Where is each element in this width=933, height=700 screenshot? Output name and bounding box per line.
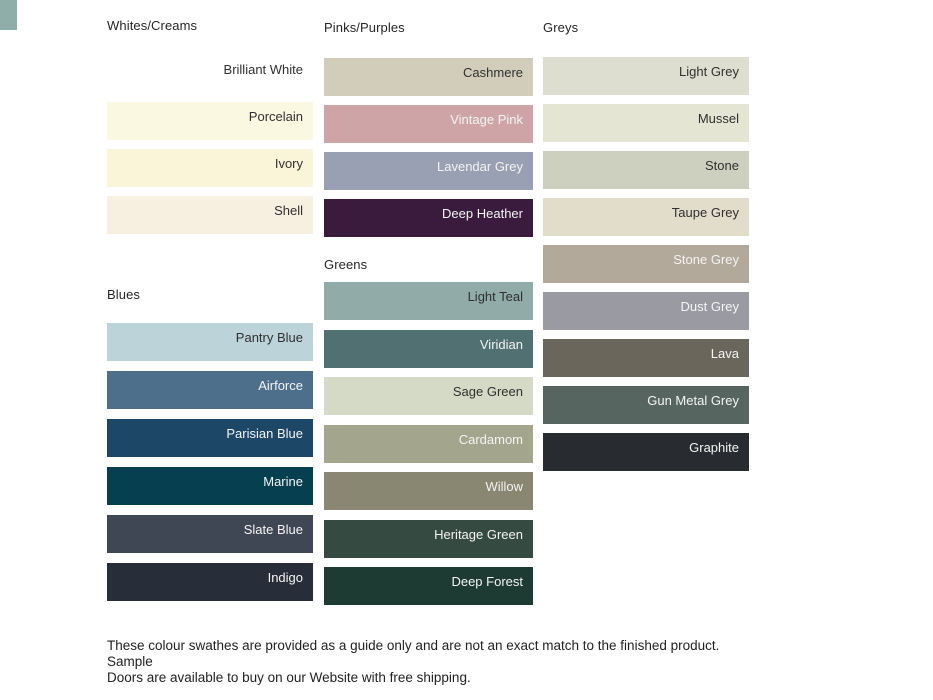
swatch-label: Graphite	[689, 440, 739, 455]
section-title-pinks-purples: Pinks/Purples	[324, 20, 405, 35]
swatch-stone-grey: Stone Grey	[543, 245, 749, 283]
swatch-pantry-blue: Pantry Blue	[107, 323, 313, 361]
swatch-heritage-green: Heritage Green	[324, 519, 533, 558]
swatch-label: Willow	[485, 479, 523, 494]
swatch-label: Cashmere	[463, 65, 523, 80]
swatch-graphite: Graphite	[543, 433, 749, 471]
swatch-lavendar-grey: Lavendar Grey	[324, 152, 533, 190]
swatch-label: Porcelain	[248, 109, 303, 124]
section-greys: Greys Light Grey Mussel Stone Taupe Grey Ston…	[543, 21, 749, 471]
swatch-label: Airforce	[258, 378, 303, 393]
disclaimer-line-1: These colour swathes are provided as a g…	[107, 638, 727, 669]
swatch-mussel: Mussel	[543, 104, 749, 142]
swatch-label: Viridian	[479, 336, 523, 352]
swatch-ivory: Ivory	[107, 149, 313, 187]
disclaimer-text: These colour swathes are provided as a g…	[107, 638, 772, 686]
swatch-vintage-pink: Vintage Pink	[324, 105, 533, 143]
disclaimer-line-2: Doors are available to buy on our Websit…	[107, 670, 471, 685]
swatch-sage-green: Sage Green	[324, 377, 533, 415]
swatch-label: Slate Blue	[243, 522, 303, 537]
swatch-label: Deep Forest	[451, 574, 523, 589]
swatch-light-grey: Light Grey	[543, 57, 749, 95]
swatch-dust-grey: Dust Grey	[543, 292, 749, 330]
swatch-lava: Lava	[543, 339, 749, 377]
swatch-taupe-grey: Taupe Grey	[543, 198, 749, 236]
swatch-cashmere: Cashmere	[324, 58, 533, 96]
swatch-marine: Marine	[107, 467, 313, 505]
swatch-label: Deep Heather	[442, 206, 523, 221]
swatch-light-teal: Light Teal	[324, 282, 533, 320]
column-pinks-greens: Pinks/Purples Cashmere Vintage Pink Lavenda…	[324, 0, 533, 615]
swatch-deep-heather: Deep Heather	[324, 199, 533, 237]
swatch-slate-blue: Slate Blue	[107, 515, 313, 553]
swatch-label: Cardamom	[458, 431, 523, 447]
swatch-label: Mussel	[697, 111, 739, 126]
section-title-greens: Greens	[324, 257, 368, 272]
section-greens: Greens Light Teal Viridian Sage Green Cardam…	[324, 258, 533, 605]
swatch-shell: Shell	[107, 196, 313, 234]
swatch-label: Heritage Green	[434, 526, 523, 542]
swatch-label: Vintage Pink	[450, 112, 523, 127]
section-title-whites-creams: Whites/Creams	[107, 18, 198, 33]
swatch-parisian-blue: Parisian Blue	[107, 419, 313, 457]
swatch-willow: Willow	[324, 472, 533, 510]
swatch-viridian: Viridian	[324, 329, 533, 368]
swatch-label: Dust Grey	[680, 299, 739, 314]
section-pinks-purples: Pinks/Purples Cashmere Vintage Pink Lavenda…	[324, 21, 533, 237]
swatch-label: Lava	[710, 346, 739, 361]
swatch-porcelain: Porcelain	[107, 102, 313, 140]
swatch-indigo: Indigo	[107, 563, 313, 601]
swatch-deep-forest: Deep Forest	[324, 567, 533, 605]
swatch-label: Brilliant White	[223, 62, 303, 77]
swatch-label: Indigo	[267, 570, 303, 585]
swatch-label: Taupe Grey	[671, 205, 739, 220]
swatch-cardamom: Cardamom	[324, 424, 533, 463]
swatch-label: Sage Green	[452, 384, 523, 399]
section-blues: Blues Pantry Blue Airforce Parisian Blue Mar…	[107, 288, 313, 601]
swatch-label: Light Teal	[467, 289, 523, 304]
section-title-greys: Greys	[543, 20, 579, 35]
swatch-label: Ivory	[274, 156, 303, 171]
section-title-blues: Blues	[107, 287, 141, 302]
swatch-stone: Stone	[543, 151, 749, 189]
swatch-label: Parisian Blue	[226, 426, 303, 441]
corner-color-fragment	[0, 0, 17, 30]
swatch-brilliant-white: Brilliant White	[107, 55, 313, 93]
swatch-airforce: Airforce	[107, 371, 313, 409]
column-greys: Greys Light Grey Mussel Stone Taupe Grey Ston…	[543, 0, 749, 480]
swatch-gun-metal-grey: Gun Metal Grey	[543, 386, 749, 424]
swatch-label: Stone Grey	[673, 252, 739, 267]
swatch-label: Stone	[705, 158, 739, 173]
swatch-label: Lavendar Grey	[437, 159, 523, 174]
swatch-label: Pantry Blue	[235, 330, 303, 345]
swatch-label: Marine	[263, 474, 303, 489]
section-whites-creams: Whites/Creams Brilliant White Porcelain Ivo…	[107, 19, 313, 234]
swatch-label: Gun Metal Grey	[647, 393, 739, 408]
swatch-label: Light Grey	[679, 64, 739, 79]
swatch-label: Shell	[274, 203, 303, 218]
column-whites-blues: Whites/Creams Brilliant White Porcelain Ivo…	[107, 0, 313, 611]
